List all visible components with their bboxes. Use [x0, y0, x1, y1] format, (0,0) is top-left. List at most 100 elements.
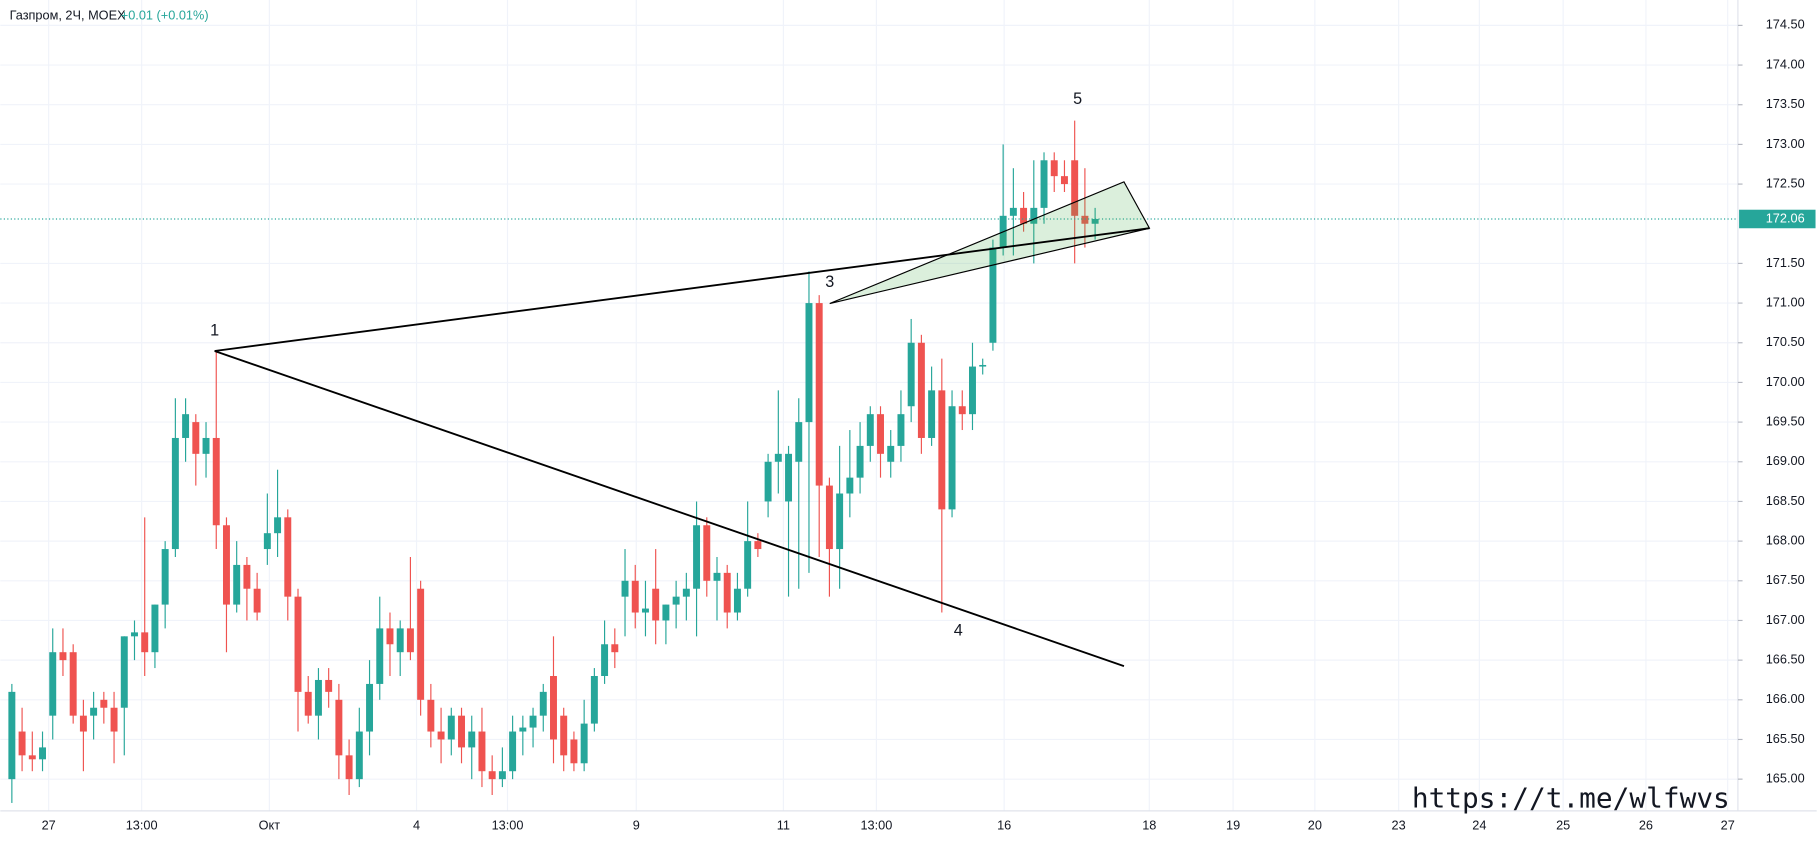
- candle-body: [182, 414, 190, 438]
- x-tick-label: 20: [1308, 817, 1322, 832]
- candle-body: [243, 564, 251, 589]
- y-tick-label: 167.00: [1766, 612, 1805, 627]
- candle-body: [958, 406, 966, 415]
- candle-body: [202, 437, 210, 454]
- candle-body: [437, 731, 445, 740]
- x-tick-label: 13:00: [126, 817, 158, 832]
- candle-body: [529, 715, 537, 728]
- candle-body: [304, 691, 312, 716]
- candle-body: [222, 525, 230, 605]
- candle-body: [212, 437, 220, 526]
- candle-body: [672, 596, 680, 605]
- x-tick-label: 11: [777, 817, 790, 832]
- x-tick-label: 18: [1142, 817, 1156, 832]
- x-tick-label: 19: [1226, 817, 1240, 832]
- time-axis-bg: [0, 810, 1817, 841]
- candle-body: [90, 707, 98, 716]
- candle-body: [1060, 176, 1068, 185]
- candle-body: [1020, 207, 1028, 224]
- axis-layer: 165.00 165.50 166.00 166.50 167.00 167.50 168.…: [42, 17, 1816, 832]
- candle-body: [427, 699, 435, 732]
- candle-body: [754, 541, 762, 550]
- trend-line: [214, 227, 1150, 352]
- triangle-shape: [829, 181, 1151, 305]
- candle-body: [294, 596, 302, 692]
- drawing-layer: 1 3 4 5: [210, 90, 1151, 667]
- x-tick-label: 24: [1472, 817, 1486, 832]
- candle-body: [539, 691, 547, 716]
- candle-body: [887, 445, 895, 462]
- y-tick-label: 166.00: [1766, 691, 1805, 706]
- candle-layer: [0, 120, 1738, 803]
- candle-body: [366, 683, 374, 732]
- x-tick-label: 26: [1639, 817, 1653, 832]
- candle-body: [417, 588, 425, 700]
- candle-body: [478, 731, 486, 772]
- candle-body: [100, 699, 108, 708]
- candle-body: [1040, 160, 1048, 208]
- price-change: +0.01 (+0.01%): [121, 8, 209, 23]
- candle-body: [1091, 218, 1099, 224]
- candle-body: [59, 652, 67, 661]
- candle-body: [846, 477, 854, 494]
- y-tick-label: 174.50: [1766, 17, 1805, 32]
- candle-body: [682, 588, 690, 597]
- watermark: https://t.me/wlfwvs: [1412, 781, 1730, 814]
- candle-body: [897, 414, 905, 446]
- candle-body: [458, 715, 465, 748]
- last-price-label: 172.06: [1766, 210, 1805, 225]
- candle-body: [263, 533, 271, 550]
- last-price-box: [1739, 209, 1816, 229]
- candle-body: [662, 604, 670, 621]
- y-tick-label: 173.00: [1766, 136, 1805, 151]
- candle-body: [907, 342, 915, 407]
- candle-body: [723, 572, 731, 613]
- candle-body: [570, 739, 578, 764]
- y-tick-label: 168.00: [1766, 532, 1805, 547]
- candle-body: [253, 588, 261, 613]
- x-tick-label: 25: [1556, 817, 1570, 832]
- y-tick-label: 171.50: [1766, 255, 1805, 270]
- candle-body: [151, 604, 159, 653]
- candle-body: [1030, 207, 1038, 224]
- symbol-title: Газпром, 2Ч, MOEX: [10, 8, 127, 23]
- candle-body: [621, 580, 629, 597]
- candle-body: [928, 390, 936, 438]
- candle-body: [836, 493, 844, 550]
- x-tick-label: 23: [1392, 817, 1406, 832]
- candle-body: [1071, 160, 1079, 216]
- candle-body: [969, 366, 976, 415]
- candle-body: [274, 517, 282, 534]
- candle-body: [110, 707, 118, 732]
- candle-body: [141, 632, 149, 653]
- x-tick-label: 16: [997, 817, 1011, 832]
- x-tick-label: 13:00: [860, 817, 892, 832]
- candle-body: [69, 652, 77, 716]
- candle-body: [785, 453, 793, 502]
- candle-body: [590, 675, 598, 724]
- candle-body: [805, 303, 813, 423]
- y-tick-label: 169.50: [1766, 413, 1805, 428]
- candle-body: [1050, 160, 1058, 177]
- candle-body: [386, 628, 394, 645]
- candle-body: [703, 525, 711, 581]
- candle-body: [335, 699, 343, 756]
- candle-body: [39, 747, 46, 760]
- candle-body: [938, 390, 946, 510]
- candle-body: [825, 485, 833, 550]
- candle-body: [18, 731, 26, 756]
- candle-body: [693, 525, 701, 589]
- candle-body: [8, 691, 16, 780]
- y-tick-label: 168.50: [1766, 493, 1805, 508]
- y-tick-label: 172.50: [1766, 175, 1805, 190]
- candle-body: [519, 727, 527, 732]
- wave-label: 4: [954, 622, 963, 640]
- candle-body: [877, 414, 884, 454]
- y-tick-label: 166.50: [1766, 651, 1805, 666]
- candle-body: [376, 628, 384, 684]
- candle-body: [396, 628, 404, 653]
- candle-body: [774, 453, 782, 462]
- candle-body: [641, 608, 649, 613]
- candle-body: [979, 364, 987, 367]
